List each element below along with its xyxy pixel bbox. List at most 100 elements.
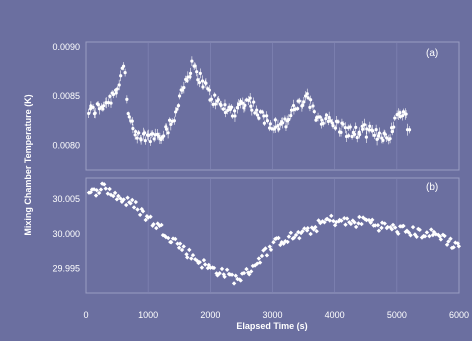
data-point — [231, 281, 237, 286]
y-tick-label-a-0: 0.0090 — [52, 42, 80, 52]
data-point — [398, 110, 402, 115]
data-point — [406, 230, 412, 235]
data-point — [265, 119, 270, 123]
data-point — [180, 88, 184, 92]
data-point — [248, 96, 252, 100]
data-point — [287, 117, 291, 122]
data-point — [390, 222, 396, 228]
data-point — [448, 236, 453, 241]
x-tick-label-5: 5000 — [387, 310, 407, 320]
data-point — [356, 221, 361, 226]
data-point — [155, 221, 160, 226]
data-point — [193, 257, 198, 262]
data-point — [250, 108, 254, 112]
data-point — [257, 260, 263, 265]
data-point — [190, 253, 196, 258]
data-point — [125, 97, 129, 101]
data-point — [179, 247, 185, 253]
data-point — [296, 107, 300, 111]
data-point — [94, 188, 99, 193]
data-point — [256, 256, 262, 261]
data-point — [364, 135, 368, 139]
data-point — [313, 224, 318, 230]
data-point — [456, 244, 462, 249]
data-point — [408, 233, 413, 238]
data-point — [347, 134, 351, 138]
data-point — [289, 108, 294, 112]
data-point — [216, 98, 220, 102]
data-point — [206, 262, 211, 268]
data-point — [217, 271, 222, 276]
data-point — [233, 114, 237, 118]
data-point — [143, 139, 147, 143]
data-point — [260, 110, 264, 114]
data-point — [279, 240, 284, 245]
data-point — [185, 255, 190, 260]
data-point — [337, 217, 342, 223]
x-tick-label-0: 0 — [83, 310, 88, 320]
data-point — [343, 126, 347, 130]
data-point — [241, 270, 247, 276]
data-point — [285, 239, 290, 245]
data-point — [306, 96, 310, 100]
data-point — [339, 130, 343, 135]
panel-a-label: (a) — [426, 48, 438, 59]
data-point — [187, 247, 192, 253]
data-point — [358, 132, 362, 137]
data-point — [336, 120, 340, 124]
data-point — [314, 229, 319, 234]
data-point — [211, 265, 217, 271]
data-point — [327, 115, 331, 120]
data-point — [107, 186, 112, 192]
data-point — [293, 232, 299, 238]
data-point — [334, 219, 339, 225]
data-point — [318, 220, 323, 226]
data-point — [127, 115, 131, 119]
data-point — [148, 139, 152, 144]
data-point — [102, 104, 106, 108]
data-point — [213, 102, 217, 106]
data-point — [414, 234, 419, 240]
data-point — [321, 121, 325, 125]
data-point — [131, 205, 137, 210]
data-point — [383, 132, 387, 136]
data-point — [341, 122, 345, 126]
data-point — [230, 105, 234, 109]
y-tick-label-a-1: 0.0085 — [52, 91, 80, 101]
x-tick-label-1: 1000 — [138, 310, 158, 320]
data-point — [372, 133, 377, 138]
data-point — [442, 233, 447, 239]
data-point — [135, 207, 140, 212]
data-point — [262, 121, 266, 125]
data-point — [422, 234, 428, 239]
data-point — [350, 134, 354, 139]
data-point — [184, 252, 189, 257]
data-point — [305, 92, 309, 96]
data-point — [204, 81, 208, 85]
data-point — [151, 132, 155, 136]
data-point — [97, 107, 102, 111]
data-point — [327, 218, 333, 223]
data-point — [273, 118, 277, 122]
data-point — [244, 266, 249, 272]
data-point — [243, 103, 247, 107]
x-tick-label-6: 6000 — [449, 310, 469, 320]
data-point — [123, 202, 129, 208]
data-point — [130, 119, 134, 123]
data-point — [172, 119, 176, 123]
data-point — [189, 256, 194, 261]
data-point — [320, 118, 324, 122]
data-point — [305, 225, 310, 231]
data-point — [167, 118, 172, 122]
data-point — [375, 223, 381, 228]
y-tick-label-a-2: 0.0080 — [52, 140, 80, 150]
data-point — [297, 99, 301, 103]
data-point — [159, 222, 164, 228]
data-point — [219, 103, 223, 107]
data-point — [112, 190, 118, 196]
data-point — [176, 104, 181, 108]
data-point — [329, 213, 334, 219]
data-point — [201, 85, 205, 89]
